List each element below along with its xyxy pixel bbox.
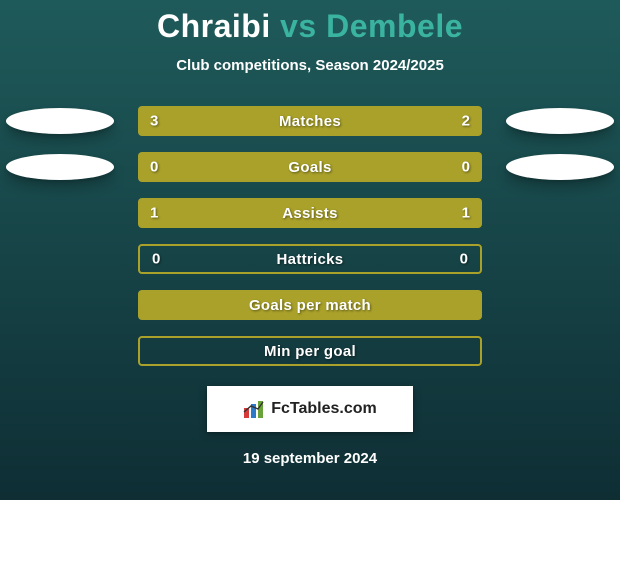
page-title: Chraibi vs Dembele bbox=[0, 0, 620, 45]
title-player1: Chraibi bbox=[157, 8, 271, 44]
metrics-list: 3 Matches 2 0 Goals 0 1 Assists 1 0 Hattricks 0 Goal… bbox=[0, 98, 620, 374]
title-vs: vs bbox=[280, 8, 317, 44]
metric-row: 1 Assists 1 bbox=[0, 190, 620, 236]
bars-icon bbox=[243, 400, 265, 418]
metric-label: Min per goal bbox=[264, 343, 356, 360]
metric-value-left: 0 bbox=[152, 251, 160, 268]
metric-row: 3 Matches 2 bbox=[0, 98, 620, 144]
metric-row: Goals per match bbox=[0, 282, 620, 328]
metric-value-right: 1 bbox=[462, 205, 470, 222]
marker-right bbox=[506, 154, 614, 180]
metric-bar: 0 Hattricks 0 bbox=[138, 244, 482, 274]
logo-text: FcTables.com bbox=[271, 400, 377, 418]
metric-value-right: 2 bbox=[462, 113, 470, 130]
metric-value-left: 0 bbox=[150, 159, 158, 176]
metric-value-right: 0 bbox=[460, 251, 468, 268]
metric-label: Matches bbox=[279, 113, 341, 130]
metric-bar: Min per goal bbox=[138, 336, 482, 366]
marker-left bbox=[6, 108, 114, 134]
metric-bar: 0 Goals 0 bbox=[138, 152, 482, 182]
metric-label: Hattricks bbox=[277, 251, 344, 268]
fctables-logo: FcTables.com bbox=[207, 386, 413, 432]
marker-left bbox=[6, 154, 114, 180]
metric-bar: Goals per match bbox=[138, 290, 482, 320]
metric-label: Goals per match bbox=[249, 297, 371, 314]
date-label: 19 september 2024 bbox=[0, 450, 620, 467]
subtitle: Club competitions, Season 2024/2025 bbox=[0, 57, 620, 74]
metric-row: 0 Hattricks 0 bbox=[0, 236, 620, 282]
metric-bar: 3 Matches 2 bbox=[138, 106, 482, 136]
metric-row: Min per goal bbox=[0, 328, 620, 374]
metric-row: 0 Goals 0 bbox=[0, 144, 620, 190]
metric-bar: 1 Assists 1 bbox=[138, 198, 482, 228]
marker-right bbox=[506, 108, 614, 134]
title-player2: Dembele bbox=[326, 8, 463, 44]
metric-label: Goals bbox=[288, 159, 331, 176]
metric-value-left: 1 bbox=[150, 205, 158, 222]
metric-value-left: 3 bbox=[150, 113, 158, 130]
metric-value-right: 0 bbox=[462, 159, 470, 176]
metric-label: Assists bbox=[282, 205, 337, 222]
comparison-card: Chraibi vs Dembele Club competitions, Se… bbox=[0, 0, 620, 500]
